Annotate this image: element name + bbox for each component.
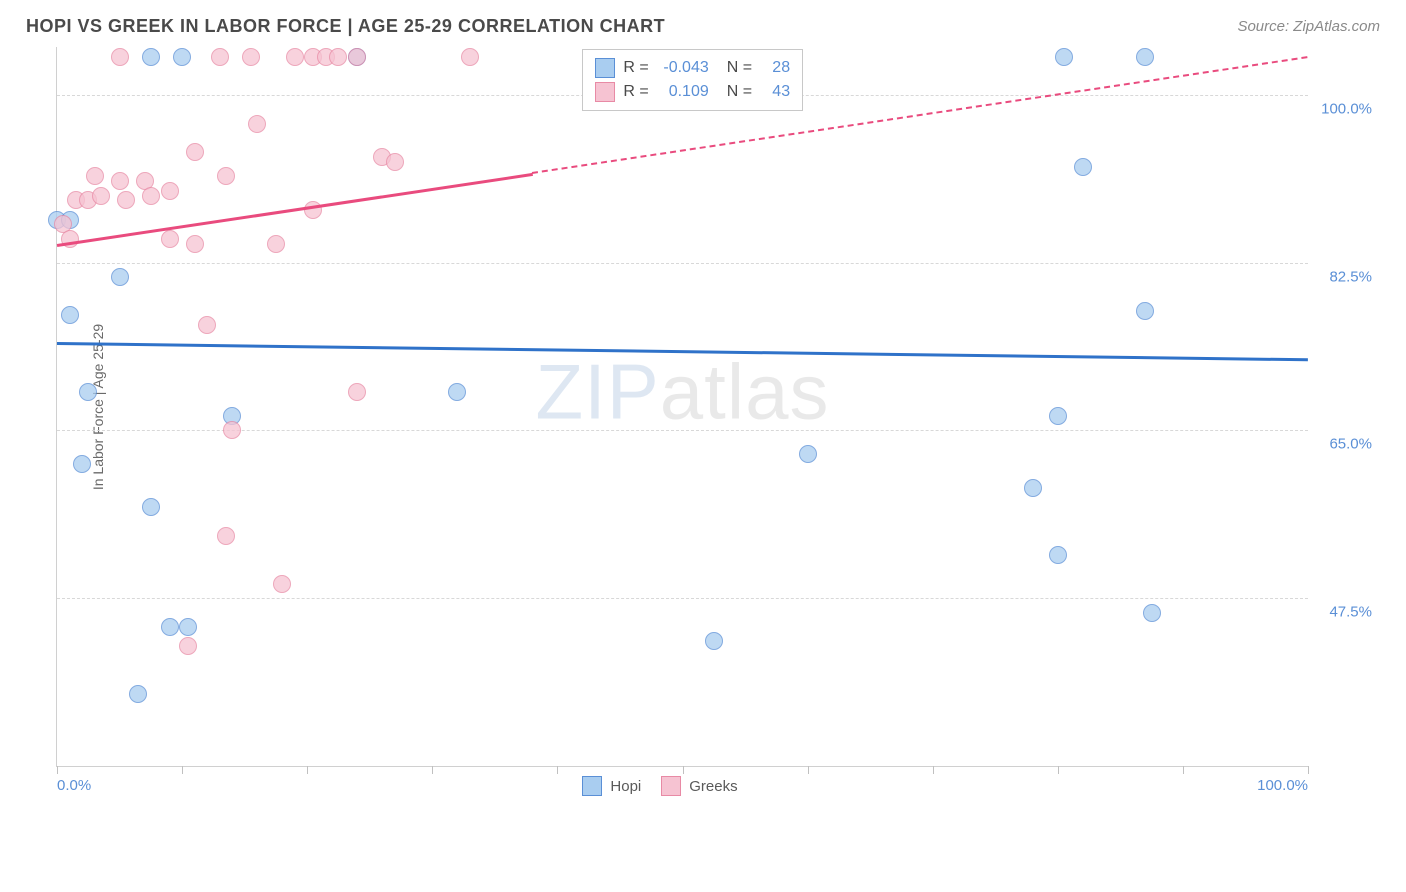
scatter-point [1024,479,1042,497]
scatter-point [73,455,91,473]
scatter-point [1049,407,1067,425]
x-tick [1183,766,1184,774]
scatter-point [111,268,129,286]
x-tick [808,766,809,774]
scatter-point [79,383,97,401]
scatter-point [705,632,723,650]
scatter-point [179,618,197,636]
plot-area: In Labor Force | Age 25-29 ZIPatlas 47.5… [56,47,1308,767]
y-tick-label: 65.0% [1329,436,1372,453]
x-tick [1308,766,1309,774]
scatter-point [92,187,110,205]
scatter-point [111,48,129,66]
scatter-point [186,235,204,253]
scatter-point [142,48,160,66]
chart-source: Source: ZipAtlas.com [1237,18,1380,35]
trend-line [57,342,1308,361]
x-tick [933,766,934,774]
scatter-point [129,685,147,703]
legend-swatch [661,776,681,796]
scatter-point [198,316,216,334]
scatter-point [142,187,160,205]
legend-n-value: 28 [760,59,790,77]
scatter-point [86,167,104,185]
scatter-point [223,421,241,439]
legend-swatch [595,82,615,102]
scatter-point [386,153,404,171]
scatter-point [242,48,260,66]
scatter-point [117,191,135,209]
legend-item: Greeks [661,774,737,798]
scatter-point [1143,604,1161,622]
scatter-point [111,172,129,190]
scatter-point [142,498,160,516]
y-tick-label: 100.0% [1321,100,1372,117]
x-tick [307,766,308,774]
scatter-point [1136,302,1154,320]
chart-title: HOPI VS GREEK IN LABOR FORCE | AGE 25-29… [26,16,665,37]
legend-n-label: N = [727,59,752,77]
y-tick-label: 47.5% [1329,604,1372,621]
correlation-legend: R = -0.043 N = 28 R = 0.109 N = 43 [582,49,803,111]
legend-n-value: 43 [760,83,790,101]
series-legend: Hopi Greeks [582,774,737,798]
scatter-point [211,48,229,66]
legend-swatch [595,58,615,78]
scatter-point [348,383,366,401]
scatter-point [217,167,235,185]
scatter-point [267,235,285,253]
legend-r-value: -0.043 [657,59,709,77]
gridline [57,263,1308,264]
gridline [57,598,1308,599]
x-tick [1058,766,1059,774]
y-tick-label: 82.5% [1329,268,1372,285]
scatter-point [286,48,304,66]
scatter-point [61,306,79,324]
x-tick [432,766,433,774]
x-tick-label: 0.0% [57,777,91,794]
legend-item: Hopi [582,774,641,798]
scatter-point [1074,158,1092,176]
scatter-point [1136,48,1154,66]
scatter-point [461,48,479,66]
scatter-point [173,48,191,66]
y-axis-label: In Labor Force | Age 25-29 [90,323,106,489]
scatter-point [161,230,179,248]
scatter-point [1049,546,1067,564]
gridline [57,430,1308,431]
x-tick [57,766,58,774]
scatter-point [348,48,366,66]
legend-label: Hopi [610,778,641,795]
x-tick-label: 100.0% [1257,777,1308,794]
x-tick [182,766,183,774]
scatter-point [217,527,235,545]
legend-row: R = -0.043 N = 28 [595,56,790,80]
scatter-point [186,143,204,161]
scatter-point [273,575,291,593]
scatter-point [329,48,347,66]
scatter-point [161,182,179,200]
scatter-point [1055,48,1073,66]
scatter-point [179,637,197,655]
scatter-point [161,618,179,636]
scatter-point [799,445,817,463]
legend-swatch [582,776,602,796]
x-tick [557,766,558,774]
scatter-point [248,115,266,133]
legend-row: R = 0.109 N = 43 [595,80,790,104]
scatter-point [448,383,466,401]
x-tick [683,766,684,774]
chart-container: In Labor Force | Age 25-29 ZIPatlas 47.5… [56,47,1380,807]
watermark: ZIPatlas [535,347,829,438]
legend-r-label: R = [623,83,648,101]
legend-n-label: N = [727,83,752,101]
legend-label: Greeks [689,778,737,795]
legend-r-label: R = [623,59,648,77]
legend-r-value: 0.109 [657,83,709,101]
